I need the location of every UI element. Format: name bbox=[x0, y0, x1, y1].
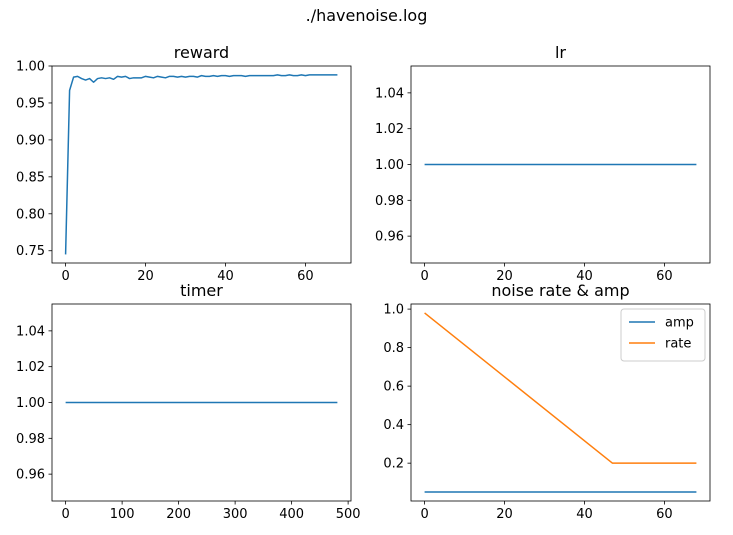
subplot-title: noise rate & amp bbox=[491, 281, 629, 300]
y-tick-label: 1.02 bbox=[16, 360, 45, 375]
x-tick-label: 0 bbox=[420, 507, 428, 522]
x-tick-label: 0 bbox=[61, 507, 69, 522]
y-tick-label: 1.00 bbox=[375, 158, 404, 173]
x-tick-label: 400 bbox=[279, 507, 304, 522]
x-tick-label: 60 bbox=[656, 507, 673, 522]
x-tick-label: 20 bbox=[496, 507, 513, 522]
y-tick-label: 0.6 bbox=[383, 380, 404, 395]
subplot-4: 0 20 40 60 0.2 0.4 0.6 0.8 1.0 noise rate & amp am… bbox=[383, 281, 711, 522]
y-tick-label: 0.96 bbox=[16, 468, 45, 483]
y-tick-label: 0.2 bbox=[383, 457, 404, 472]
x-tick-label: 0 bbox=[61, 269, 69, 284]
subplot-title: reward bbox=[174, 43, 229, 62]
legend-label-amp: amp bbox=[665, 316, 694, 331]
y-tick-label: 0.75 bbox=[16, 244, 45, 259]
x-tick-label: 60 bbox=[656, 269, 673, 284]
y-tick-label: 0.95 bbox=[16, 96, 45, 111]
x-tick-label: 20 bbox=[137, 269, 154, 284]
subplot-3: 0 100 200 300 400 500 0.96 0.98 1.00 1.02 1.04 time… bbox=[16, 281, 360, 522]
x-tick-label: 0 bbox=[420, 269, 428, 284]
series-line-rate bbox=[424, 312, 697, 464]
y-tick-label: 1.00 bbox=[16, 60, 45, 75]
legend: amp rate bbox=[620, 308, 706, 362]
x-tick-label: 40 bbox=[576, 269, 593, 284]
legend-label-rate: rate bbox=[665, 337, 691, 352]
x-tick-label: 100 bbox=[110, 507, 135, 522]
x-tick-label: 40 bbox=[576, 507, 593, 522]
y-tick-label: 1.04 bbox=[16, 324, 45, 339]
y-tick-label: 0.85 bbox=[16, 170, 45, 185]
y-tick-label: 0.8 bbox=[383, 341, 404, 356]
subplot-title: lr bbox=[555, 43, 566, 62]
y-tick-label: 1.04 bbox=[375, 86, 404, 101]
axes-frame bbox=[410, 303, 711, 502]
x-tick-label: 60 bbox=[297, 269, 314, 284]
y-tick-label: 1.00 bbox=[16, 396, 45, 411]
x-tick-label: 40 bbox=[217, 269, 234, 284]
y-tick-label: 0.80 bbox=[16, 207, 45, 222]
y-tick-label: 0.98 bbox=[375, 194, 404, 209]
subplot-2: 0 20 40 60 0.96 0.98 1.00 1.02 1.04 lr bbox=[375, 43, 711, 284]
y-tick-label: 1.02 bbox=[375, 122, 404, 137]
y-tick-label: 0.4 bbox=[383, 418, 404, 433]
x-tick-label: 500 bbox=[336, 507, 361, 522]
subplot-1: 0 20 40 60 0.75 0.80 0.85 0.90 0.95 1.00 reward bbox=[16, 43, 352, 284]
y-tick-label: 0.90 bbox=[16, 133, 45, 148]
y-tick-label: 0.96 bbox=[375, 230, 404, 245]
x-tick-label: 300 bbox=[223, 507, 248, 522]
subplot-title: timer bbox=[180, 281, 223, 300]
y-tick-label: 1.0 bbox=[383, 303, 404, 318]
y-tick-label: 0.98 bbox=[16, 432, 45, 447]
figure-title: ./havenoise.log bbox=[305, 6, 428, 25]
x-tick-label: 200 bbox=[166, 507, 191, 522]
x-tick-label: 20 bbox=[496, 269, 513, 284]
axes-frame bbox=[51, 65, 352, 264]
series-line-1 bbox=[64, 74, 338, 255]
